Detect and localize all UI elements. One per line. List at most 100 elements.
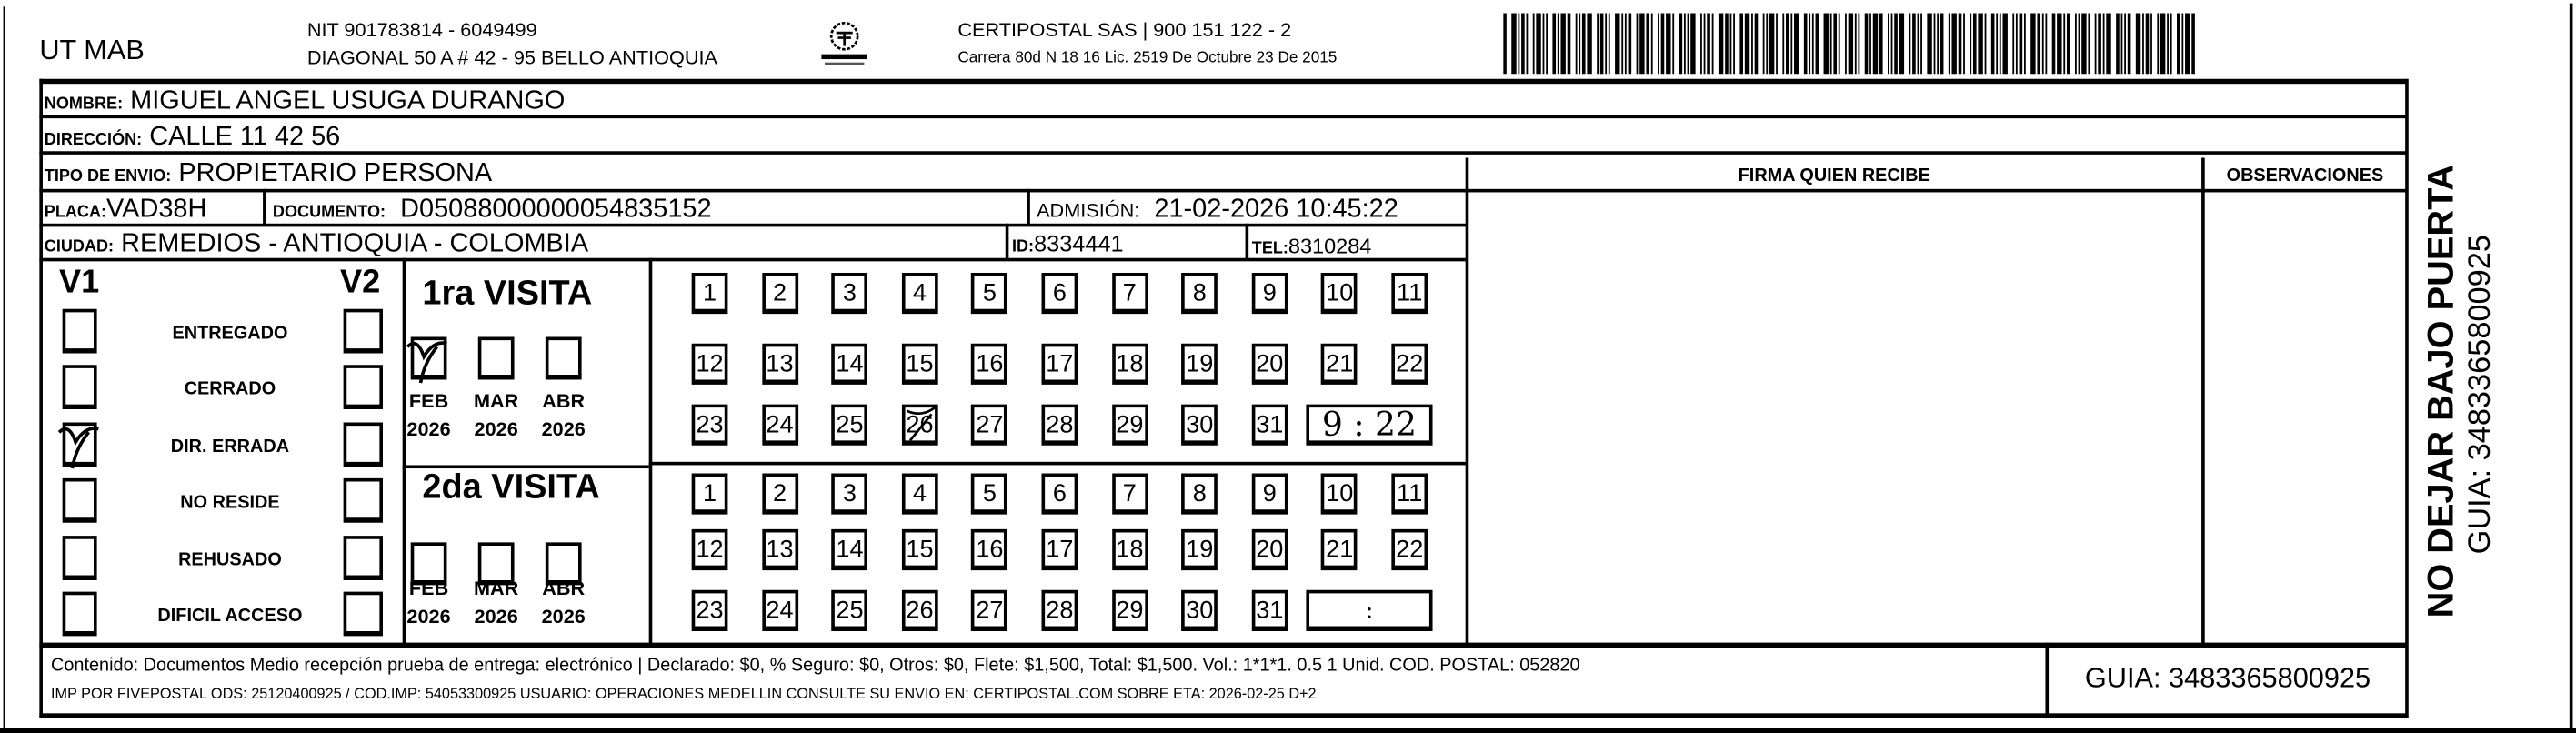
day-box[interactable]: 12 xyxy=(691,343,728,385)
day-box[interactable]: 19 xyxy=(1181,343,1218,385)
rule xyxy=(2045,642,2050,717)
visit-2-title: 2da VISITA xyxy=(422,468,600,507)
day-box[interactable]: 11 xyxy=(1391,473,1428,515)
day-box[interactable]: 25 xyxy=(831,589,868,631)
v2-checkbox[interactable] xyxy=(343,422,383,467)
day-box[interactable]: 20 xyxy=(1251,528,1288,571)
day-box[interactable]: 19 xyxy=(1181,528,1218,571)
day-box[interactable]: 28 xyxy=(1041,589,1078,631)
v2-checkbox[interactable] xyxy=(343,536,383,580)
day-box[interactable]: 20 xyxy=(1251,343,1288,385)
day-box[interactable]: 3 xyxy=(831,473,868,515)
day-box[interactable]: 16 xyxy=(971,343,1008,385)
day-box[interactable]: 15 xyxy=(901,343,938,385)
day-box[interactable]: 4 xyxy=(901,272,938,315)
v1-checkbox[interactable] xyxy=(62,536,97,580)
month-checkbox[interactable] xyxy=(545,542,582,586)
day-box[interactable]: 29 xyxy=(1111,589,1148,631)
signature-area[interactable] xyxy=(1468,192,2201,642)
year-label: 2026 xyxy=(541,417,586,441)
time-box[interactable]: : xyxy=(1306,589,1433,631)
v1-checkbox[interactable] xyxy=(62,308,97,354)
v1-checkbox[interactable] xyxy=(62,477,97,523)
day-box[interactable]: 23 xyxy=(691,404,728,446)
month-checkbox[interactable] xyxy=(410,542,447,586)
barcode xyxy=(1503,13,2203,75)
day-box[interactable]: 18 xyxy=(1111,528,1148,571)
day-box[interactable]: 14 xyxy=(831,528,868,571)
day-box[interactable]: 5 xyxy=(971,272,1008,315)
sender-address: DIAGONAL 50 A # 42 - 95 BELLO ANTIOQUIA xyxy=(306,45,717,69)
month-label: MAR xyxy=(473,389,519,413)
day-box[interactable]: 27 xyxy=(971,404,1008,446)
documento-label: DOCUMENTO: xyxy=(272,204,386,222)
day-box[interactable]: 9 xyxy=(1251,272,1288,315)
day-box[interactable]: 21 xyxy=(1321,528,1358,571)
day-box[interactable]: 16 xyxy=(971,528,1008,571)
day-box[interactable]: 10 xyxy=(1321,473,1358,515)
v2-checkbox[interactable] xyxy=(343,591,383,637)
day-box[interactable]: 29 xyxy=(1111,404,1148,446)
observaciones-area[interactable] xyxy=(2205,192,2405,642)
day-box[interactable]: 21 xyxy=(1321,343,1358,385)
rule xyxy=(402,465,649,469)
day-box[interactable]: 15 xyxy=(901,528,938,571)
day-box[interactable]: 1 xyxy=(691,473,728,515)
day-box[interactable]: 7 xyxy=(1111,272,1148,315)
day-box[interactable]: 25 xyxy=(831,404,868,446)
day-box[interactable]: 2 xyxy=(761,272,798,315)
v2-checkbox[interactable] xyxy=(343,365,383,409)
time-box[interactable]: 9 : 22 xyxy=(1306,404,1433,446)
rule xyxy=(1245,223,1249,260)
day-box[interactable]: 14 xyxy=(831,343,868,385)
day-box[interactable]: 12 xyxy=(691,528,728,571)
v1-checkbox[interactable] xyxy=(57,422,99,469)
day-box[interactable]: 8 xyxy=(1181,272,1218,315)
day-box[interactable]: 9 xyxy=(1251,473,1288,515)
day-box[interactable]: 30 xyxy=(1181,589,1218,631)
day-box[interactable]: 2 xyxy=(761,473,798,515)
month-checkbox[interactable] xyxy=(545,336,582,380)
day-box[interactable]: 31 xyxy=(1251,404,1288,446)
day-box[interactable]: 10 xyxy=(1321,272,1358,315)
rule xyxy=(39,713,2407,718)
day-box[interactable]: 27 xyxy=(971,589,1008,631)
day-box[interactable]: 28 xyxy=(1041,404,1078,446)
month-checkbox[interactable] xyxy=(477,336,515,380)
month-checkbox[interactable] xyxy=(477,542,515,586)
v1-checkbox[interactable] xyxy=(62,365,97,409)
day-box[interactable]: 5 xyxy=(971,473,1008,515)
day-box[interactable]: 1 xyxy=(691,272,728,315)
day-box[interactable]: 3 xyxy=(831,272,868,315)
day-box[interactable]: 4 xyxy=(901,473,938,515)
day-box[interactable]: 26 xyxy=(901,404,938,446)
month-label: FEB xyxy=(408,577,449,600)
day-box[interactable]: 11 xyxy=(1391,272,1428,315)
day-box[interactable]: 6 xyxy=(1041,272,1078,315)
rule xyxy=(0,728,2576,733)
day-box[interactable]: 26 xyxy=(901,589,938,631)
admision-label: ADMISIÓN: xyxy=(1037,198,1140,222)
day-box[interactable]: 24 xyxy=(761,589,798,631)
day-box[interactable]: 31 xyxy=(1251,589,1288,631)
day-box[interactable]: 17 xyxy=(1041,528,1078,571)
day-box[interactable]: 6 xyxy=(1041,473,1078,515)
v2-checkbox[interactable] xyxy=(343,308,383,354)
day-box[interactable]: 13 xyxy=(761,343,798,385)
placa-field: PLACA:VAD38H xyxy=(45,196,207,224)
day-box[interactable]: 13 xyxy=(761,528,798,571)
day-box[interactable]: 30 xyxy=(1181,404,1218,446)
v2-checkbox[interactable] xyxy=(343,477,383,523)
footer-content: Contenido: Documentos Medio recepción pr… xyxy=(51,656,1580,676)
day-box[interactable]: 22 xyxy=(1391,343,1428,385)
v1-checkbox[interactable] xyxy=(62,591,97,637)
day-box[interactable]: 22 xyxy=(1391,528,1428,571)
day-box[interactable]: 23 xyxy=(691,589,728,631)
day-box[interactable]: 8 xyxy=(1181,473,1218,515)
certipostal-logo xyxy=(812,20,877,69)
day-box[interactable]: 24 xyxy=(761,404,798,446)
day-box[interactable]: 17 xyxy=(1041,343,1078,385)
month-checkbox[interactable] xyxy=(406,336,447,384)
day-box[interactable]: 18 xyxy=(1111,343,1148,385)
day-box[interactable]: 7 xyxy=(1111,473,1148,515)
